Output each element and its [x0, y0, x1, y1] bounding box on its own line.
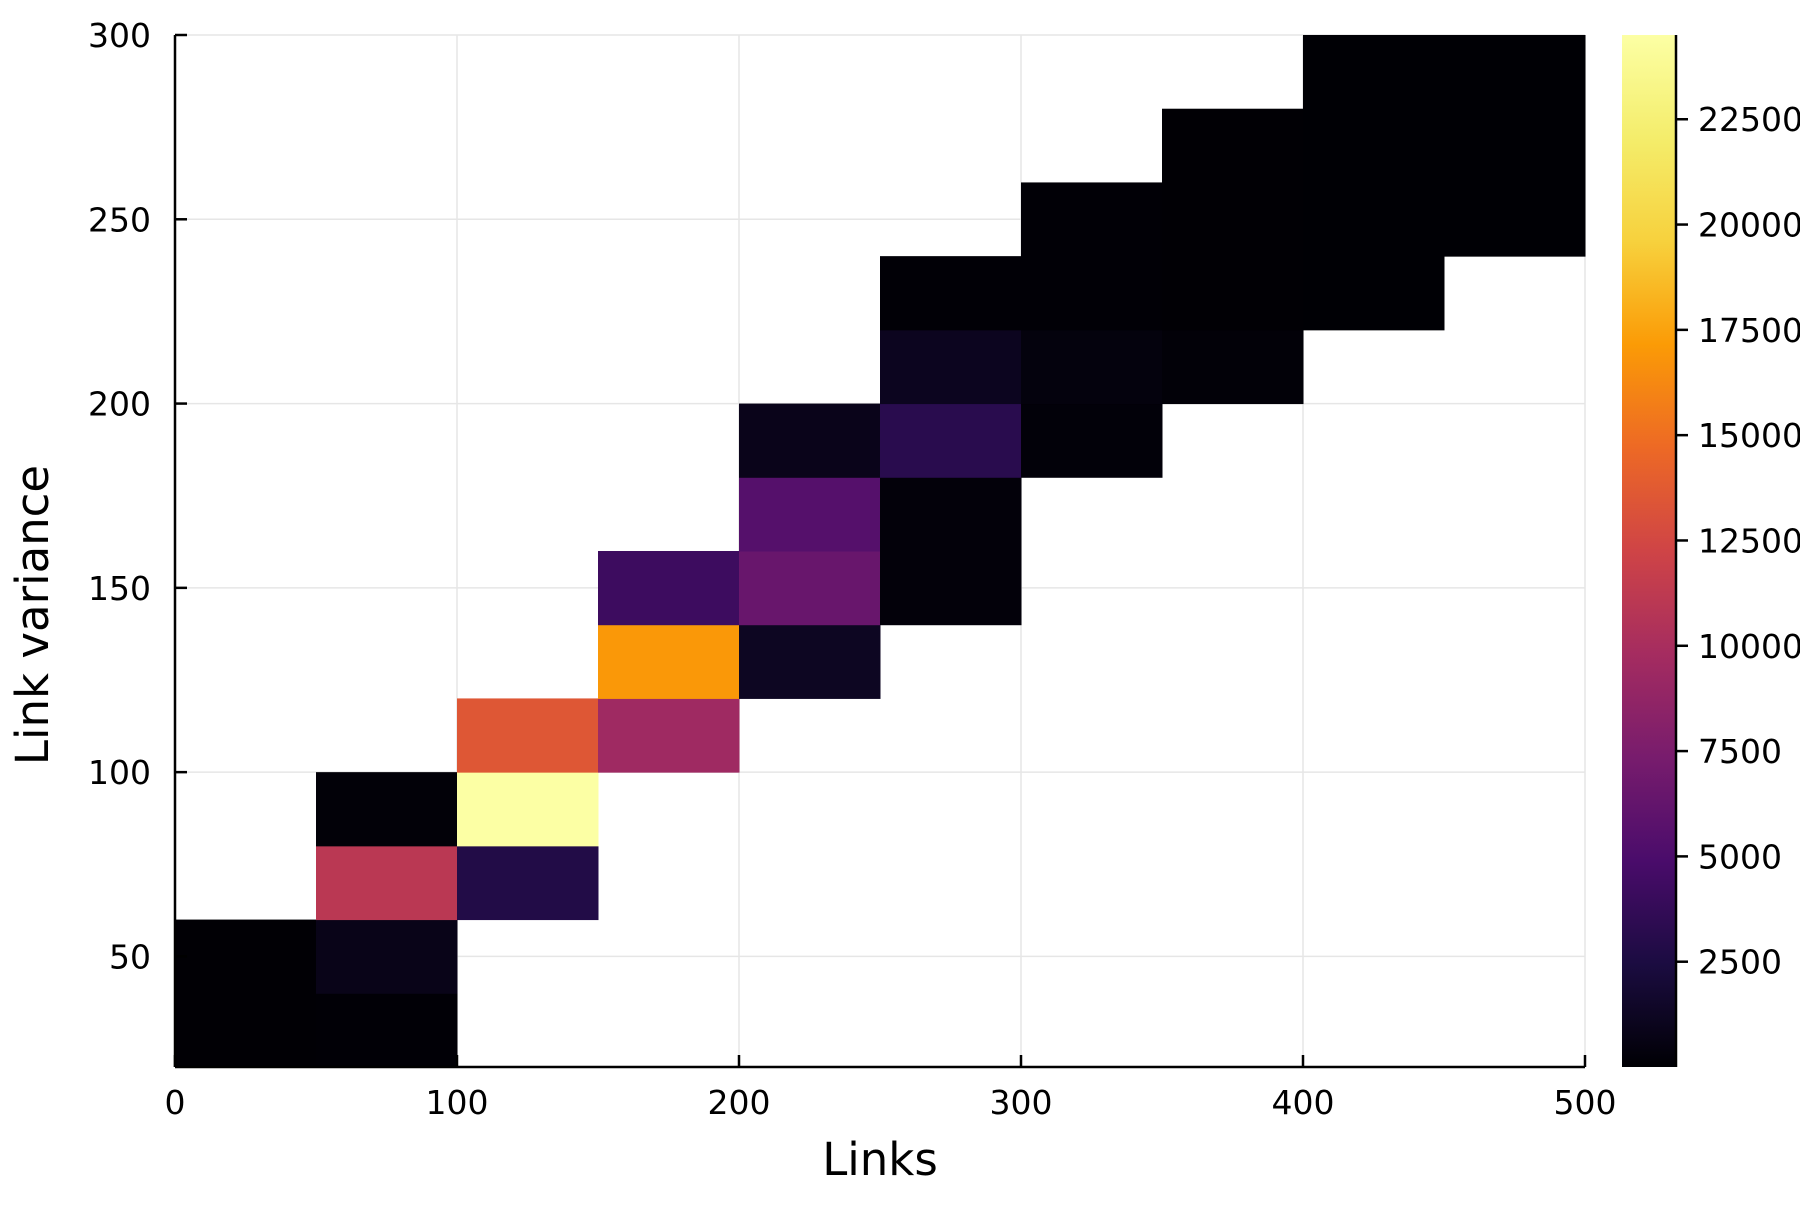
heatmap-bin: [1021, 182, 1163, 331]
colorbar-tick-label: 22500: [1698, 100, 1800, 139]
colorbar-tick-label: 10000: [1698, 627, 1800, 666]
colorbar-gradient: [1622, 35, 1676, 1067]
x-tick-label: 300: [990, 1083, 1053, 1122]
y-tick-label: 200: [88, 385, 151, 424]
colorbar: 2500 5000 7500 10000 12500 15000 17500 20000 225…: [1622, 35, 1800, 1067]
heatmap-bin: [1021, 329, 1163, 405]
heatmap-bin: [316, 993, 458, 1068]
colorbar-tick-label: 7500: [1698, 732, 1782, 771]
x-tick-label: 500: [1554, 1083, 1617, 1122]
heatmap-bin: [457, 845, 599, 921]
y-axis-label: Link variance: [6, 465, 59, 765]
y-tick-label: 250: [88, 200, 151, 239]
colorbar-tick-label: 2500: [1698, 943, 1782, 982]
y-tick-label: 300: [88, 16, 151, 55]
heatmap-bin: [175, 919, 317, 1068]
heatmap-bin: [1303, 35, 1445, 331]
x-tick-label: 200: [708, 1083, 771, 1122]
heatmap-bin: [1021, 403, 1163, 478]
heatmap-bin: [316, 772, 458, 847]
heatmap-bin: [880, 256, 1022, 331]
x-tick-label: 100: [426, 1083, 489, 1122]
heatmap-bin: [880, 477, 1022, 626]
heatmap-bin: [739, 477, 881, 552]
colorbar-tick-label: 12500: [1698, 521, 1800, 560]
y-tick-label: 150: [88, 569, 151, 608]
heatmap-bin: [880, 403, 1022, 478]
heatmap-bin: [1444, 35, 1586, 257]
heatmap-bin: [598, 698, 740, 773]
heatmap-bin: [457, 772, 599, 847]
y-tick-label: 100: [88, 753, 151, 792]
heatmap-bin: [598, 624, 740, 699]
heatmap-bin: [1162, 108, 1304, 331]
x-axis-label: Links: [822, 1133, 938, 1186]
heatmap-bin: [739, 551, 881, 626]
heatmap-bin: [457, 698, 599, 773]
colorbar-tick-label: 5000: [1698, 837, 1782, 876]
heatmap-bin: [1162, 329, 1304, 405]
heatmap-bin: [598, 551, 740, 626]
x-tick-label: 0: [165, 1083, 186, 1122]
heatmap-bin: [739, 403, 881, 478]
heatmap-bin: [739, 624, 881, 699]
heatmap-bins: [175, 35, 1586, 1068]
colorbar-tick-label: 15000: [1698, 416, 1800, 455]
heatmap-bin: [880, 329, 1022, 405]
heatmap-bin: [316, 919, 458, 994]
y-tick-label: 50: [109, 937, 151, 976]
heatmap-bin: [316, 845, 458, 921]
x-tick-label: 400: [1272, 1083, 1335, 1122]
axes: 0 100 200 300 400 500 50 100 150 200 250 300: [88, 16, 1617, 1122]
colorbar-tick-label: 17500: [1698, 311, 1800, 350]
colorbar-tick-label: 20000: [1698, 206, 1800, 245]
